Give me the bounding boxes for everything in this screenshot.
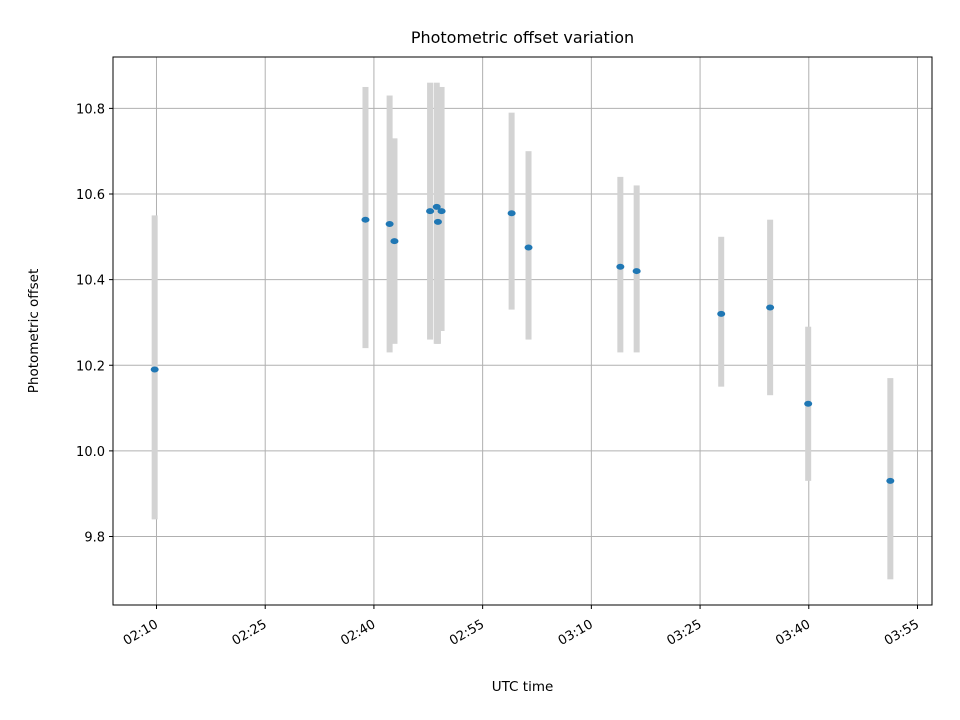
x-tick-label: 03:40 (773, 617, 813, 649)
data-point (804, 400, 813, 407)
data-point (432, 203, 441, 210)
y-tick-label: 10.8 (76, 102, 105, 117)
data-point (361, 216, 370, 223)
data-point (150, 366, 159, 373)
plot-frame (112, 56, 933, 606)
y-tick-layer: 9.8 10.0 10.2 10.4 10.6 10.8 (76, 102, 113, 546)
data-point (632, 268, 641, 275)
data-point (717, 310, 726, 317)
x-tick-label: 02:40 (338, 617, 378, 649)
y-axis-label: Photometric offset (26, 269, 42, 393)
grid-layer (113, 57, 932, 605)
data-point (524, 244, 533, 251)
y-tick-label: 10.2 (76, 359, 105, 374)
data-point (886, 477, 895, 484)
data-point (437, 208, 446, 215)
error-bar-layer (151, 82, 894, 580)
x-tick-label: 03:55 (882, 617, 922, 649)
x-axis-label: UTC time (492, 679, 554, 695)
y-tick-label: 10.0 (76, 445, 105, 460)
x-tick-label: 02:10 (121, 617, 161, 649)
y-tick-label: 10.4 (76, 274, 105, 289)
data-point (433, 218, 442, 225)
data-point (426, 208, 435, 215)
x-tick-label: 02:25 (230, 617, 270, 649)
data-point (390, 238, 399, 245)
data-point (616, 263, 625, 270)
y-tick-label: 9.8 (84, 531, 105, 546)
x-tick-label: 02:55 (447, 617, 487, 649)
point-layer (150, 203, 895, 484)
x-tick-layer: 02:10 02:25 02:40 02:55 03:10 03:25 03:40 03:55 (121, 605, 922, 649)
error-bar (434, 86, 441, 344)
x-tick-label: 03:10 (556, 617, 596, 649)
data-point (766, 304, 775, 311)
data-point (507, 210, 516, 217)
y-tick-label: 10.6 (76, 188, 105, 203)
x-tick-label: 03:25 (665, 617, 705, 649)
chart-title: Photometric offset variation (411, 28, 634, 47)
data-point (385, 220, 394, 227)
